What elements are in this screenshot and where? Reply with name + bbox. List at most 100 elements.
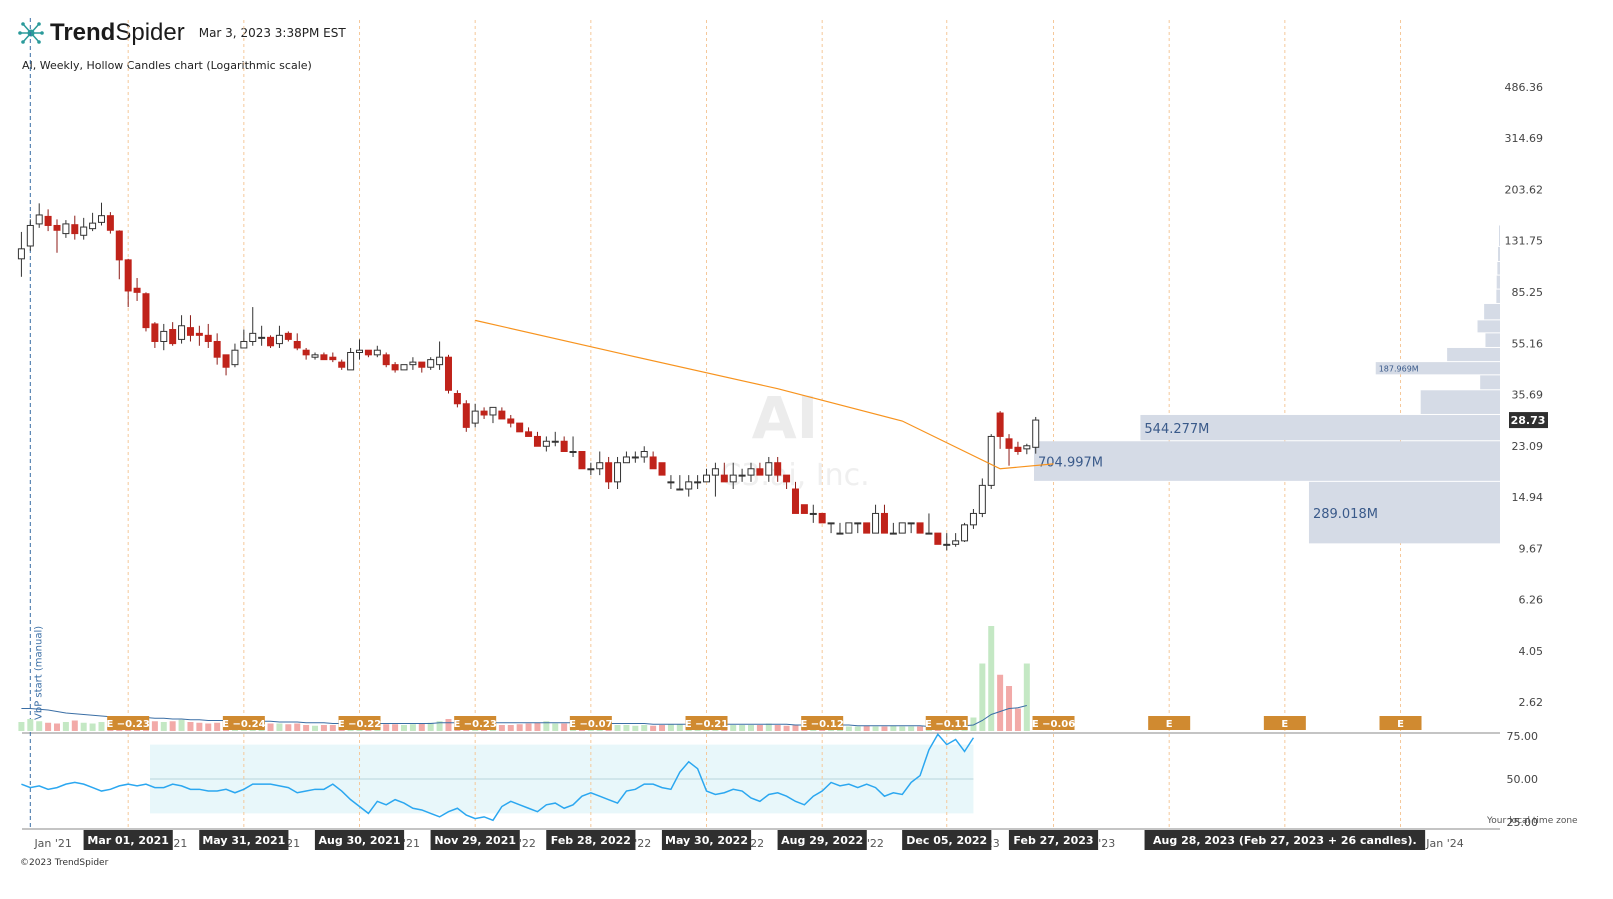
candle [1014,441,1022,455]
candle-body [791,488,799,514]
volume-bar [756,725,763,731]
candle [444,354,452,394]
candle [347,347,355,371]
candle-body [347,351,355,371]
candle-body [373,349,381,356]
y-axis-tick-label: 2.62 [1519,696,1544,709]
candle-body [898,522,906,534]
volume-bar [276,723,283,731]
volume-bar [383,724,390,731]
candle-body [71,224,79,235]
y-axis-tick-label: 9.67 [1519,542,1544,555]
earnings-badge [685,716,728,730]
candle-body [516,422,524,433]
volume-bar [427,722,434,731]
volume-bar [18,722,25,731]
candle-body [249,332,257,342]
earnings-badge [338,716,381,730]
x-date-badge [83,830,173,850]
candle [169,322,177,346]
candle [204,323,212,348]
earnings-badge [107,716,150,730]
volume-bar [988,626,995,731]
candle [124,258,132,308]
candle-body [80,226,88,236]
candle-body [311,354,319,358]
candle [240,329,248,349]
earnings-badge [1263,716,1306,730]
candle [258,325,266,346]
volume-bar [62,722,69,731]
candle [329,352,337,363]
x-date-badge-label: Aug 29, 2022 [781,834,863,847]
candle [916,522,924,534]
copyright-footer: ©2023 TrendSpider [20,858,109,868]
candle-body [756,468,764,476]
candle-body [44,215,52,226]
y-axis-tick-label: 486.36 [1505,81,1544,94]
candle [996,411,1004,449]
candle [774,456,782,482]
volume-bar [205,723,212,731]
candle [1023,443,1031,455]
moving-average-line [475,319,1054,470]
candle [863,522,871,534]
candle [872,504,880,534]
x-date-badge [1144,830,1426,850]
candle-body [720,474,728,483]
candle [267,335,275,348]
candle [551,431,559,447]
candle-body [551,440,559,443]
candle [178,315,186,344]
oscillator-tick-label: 75.00 [1507,730,1539,743]
candle-body [133,287,141,293]
candle-body [987,435,995,486]
candle-body [364,349,372,356]
candle-body [195,332,203,336]
volume-bar [98,722,105,731]
candle-body [703,474,711,483]
candle-body [925,532,933,535]
earnings-badge-label: E [1397,719,1404,730]
candle [275,325,283,348]
candle-body [711,468,719,476]
volume-bar [71,720,78,731]
volume-bar [748,725,754,731]
x-date-badge-label: Aug 30, 2021 [319,834,401,847]
candle-body [293,340,301,349]
candle-body [35,214,43,225]
x-date-badge [546,830,636,850]
volume-bar [329,725,336,731]
candle-body [533,435,541,447]
candle [791,481,799,514]
volume-bar [160,722,167,731]
candle [1032,416,1040,454]
oscillator-tick-label: 50.00 [1507,773,1539,786]
candle-body [560,440,568,452]
candle-body [631,456,639,459]
candle-body [658,462,666,476]
volume-bar [534,722,541,731]
volume-profile-bar [1496,275,1500,289]
candle [44,209,52,232]
volume-bar [765,723,772,731]
volume-bar [214,722,221,731]
volume-bar [312,725,319,731]
candle [436,341,444,370]
volume-bar [418,723,425,731]
candle-body [880,512,888,534]
candle [17,231,25,277]
volume-bar [863,725,870,731]
volume-bar [917,726,924,731]
candle [676,475,684,491]
volume-profile-label: 289.018M [1313,507,1378,522]
candle-body [453,393,461,405]
earnings-badge-label: E −0.21 [685,719,728,730]
volume-bar [676,724,683,731]
volume-bar [267,723,274,731]
candle [222,354,230,376]
volume-bar [196,722,203,731]
candle-body [800,504,808,514]
candle [845,522,853,534]
